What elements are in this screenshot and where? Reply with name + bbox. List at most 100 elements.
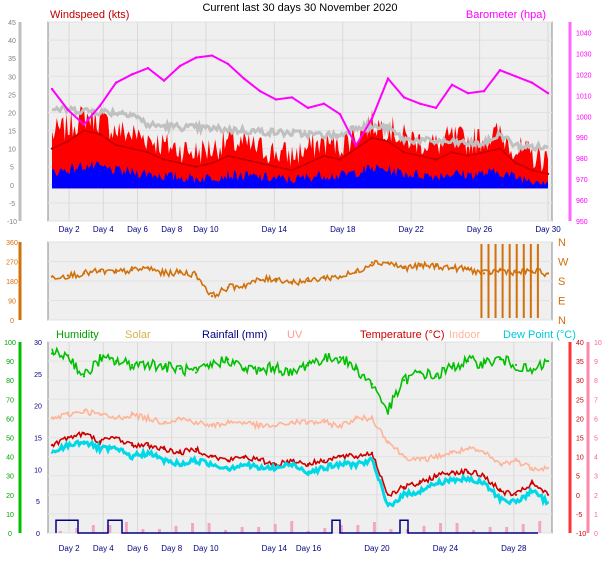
barometer-point [514, 75, 518, 78]
windspeed-point [450, 151, 454, 154]
baro-y-tick-label: 1010 [576, 93, 592, 100]
solar-label: Solar [125, 329, 151, 341]
windspeed-line [51, 129, 549, 175]
temperature-x-tick-label: Day 10 [193, 544, 219, 553]
temperature-c-point [258, 459, 262, 462]
temperature-c-point [514, 493, 518, 496]
barometer-point [386, 77, 390, 80]
barometer-point [258, 89, 262, 93]
uv-bar [323, 528, 327, 533]
temperature-c-point [434, 474, 438, 477]
barometer-point [146, 66, 150, 70]
uv-bar [91, 525, 95, 533]
direction-point [274, 277, 278, 281]
rain-y-tick-label: 10 [34, 467, 42, 474]
direction-point [322, 276, 326, 279]
temperature-c-point [450, 470, 454, 473]
indoor-point [242, 421, 246, 424]
humidity-line [51, 346, 549, 415]
indoor-point [530, 466, 534, 470]
humidity-y-tick-label: 30 [6, 474, 14, 481]
humidity-point [258, 369, 262, 372]
barometer-point [338, 112, 342, 116]
temperature-c-point [242, 455, 246, 458]
wind-x-tick-label: Day 30 [535, 225, 561, 234]
wind-trace-line [51, 103, 549, 154]
temperature-y-tick-label: 30 [576, 378, 584, 385]
dew-point-c-point [482, 482, 486, 485]
dew-point-c-point [50, 451, 54, 454]
uv-y-tick-label: 8 [594, 378, 598, 385]
uv-bar [75, 528, 79, 533]
temperature-y-tick-label: 25 [576, 397, 584, 404]
temperature-c-point [146, 444, 150, 447]
temperature-y-tick-label: 40 [576, 340, 584, 347]
wind-y-tick-label: 15 [8, 129, 16, 136]
barometer-label: Barometer (hpa) [466, 9, 546, 21]
humidity-y-tick-label: 80 [6, 378, 14, 385]
direction-point [146, 266, 150, 270]
barometer-point [290, 96, 294, 99]
indoor-point [498, 463, 502, 466]
indoor-point [546, 466, 550, 470]
temperature-y-tick-label: 10 [576, 455, 584, 462]
uv-bar [124, 522, 128, 533]
dew-point-c-point [98, 447, 102, 451]
windspeed-point [194, 165, 198, 168]
temperature-c-point [418, 482, 422, 485]
humidity-y-tick-label: 20 [6, 493, 14, 500]
indoor-point [146, 417, 150, 420]
temperature-label: Temperature (°C) [360, 329, 444, 341]
humidity-y-tick-label: 90 [6, 359, 14, 366]
dew-point-c-point [338, 463, 342, 466]
baro-y-tick-label: 980 [576, 156, 588, 163]
temperature-c-point [274, 463, 278, 466]
temperature-c-point [178, 451, 182, 454]
indoor-point [370, 417, 374, 420]
temperature-y-tick-label: -10 [576, 531, 586, 538]
temperature-c-point [466, 470, 470, 473]
uv-y-tick-label: 6 [594, 416, 598, 423]
humidity-label: Humidity [56, 329, 99, 341]
dew-point-c-point [402, 493, 406, 496]
baro-y-tick-label: 990 [576, 135, 588, 142]
humidity-point [162, 365, 166, 368]
temperature-c-point [386, 493, 390, 496]
rainfall-label: Rainfall (mm) [202, 329, 267, 341]
uv-bar [422, 526, 426, 533]
humidity-point [290, 373, 294, 376]
dew-point-c-point [466, 478, 470, 481]
humidity-point [514, 363, 518, 367]
uv-y-tick-label: 4 [594, 455, 598, 462]
barometer-point [466, 92, 470, 95]
wind-x-tick-label: Day 6 [127, 225, 148, 234]
windspeed-point [290, 169, 294, 172]
indoor-point [210, 424, 214, 428]
indoor-point [82, 409, 86, 412]
humidity-point [178, 367, 182, 370]
windspeed-point [354, 147, 358, 150]
indoor-line [51, 408, 549, 472]
humidity-point [66, 354, 70, 357]
wind-y-tick-label: 40 [8, 38, 16, 45]
temperature-c-point [322, 459, 326, 462]
temperature-c-line [51, 431, 549, 497]
indoor-point [514, 459, 518, 462]
dew-point-c-line [51, 439, 549, 508]
uv-y-tick-label: 10 [594, 340, 602, 347]
windspeed-label: Windspeed (kts) [50, 9, 129, 21]
direction-point [306, 279, 310, 283]
wind-x-tick-label: Day 8 [161, 225, 182, 234]
windspeed-point [306, 161, 310, 165]
humidity-point [338, 356, 342, 359]
uv-bar [356, 525, 360, 533]
temperature-y-tick-label: 0 [576, 493, 580, 500]
wind-y-tick-label: 5 [10, 165, 14, 172]
humidity-point [130, 363, 134, 367]
windspeed-point [258, 161, 262, 165]
compass-label: N [558, 315, 566, 327]
direction-line [51, 259, 549, 299]
indoor-point [434, 455, 438, 458]
barometer-point [434, 106, 438, 110]
windspeed-point [514, 161, 518, 165]
